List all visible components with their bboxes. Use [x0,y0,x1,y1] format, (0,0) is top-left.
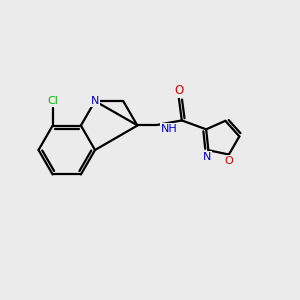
Text: O: O [174,84,184,97]
Text: N: N [203,152,211,162]
Text: NH: NH [161,124,178,134]
Text: Cl: Cl [47,96,58,106]
Text: O: O [224,156,233,166]
Text: N: N [91,96,99,106]
